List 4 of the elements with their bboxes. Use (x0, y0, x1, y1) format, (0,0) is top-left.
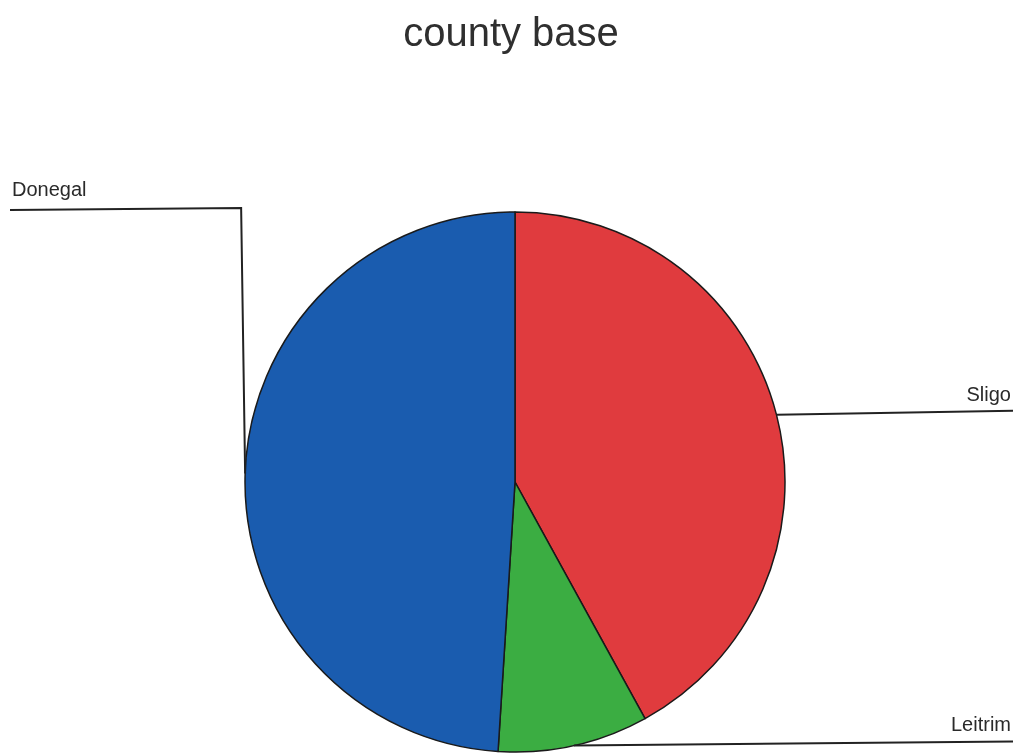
slice-label: Sligo (966, 382, 1011, 405)
slice-label: Leitrim (950, 713, 1011, 736)
slice-label: Donegal (12, 178, 87, 200)
chart-title: county base (403, 10, 619, 54)
